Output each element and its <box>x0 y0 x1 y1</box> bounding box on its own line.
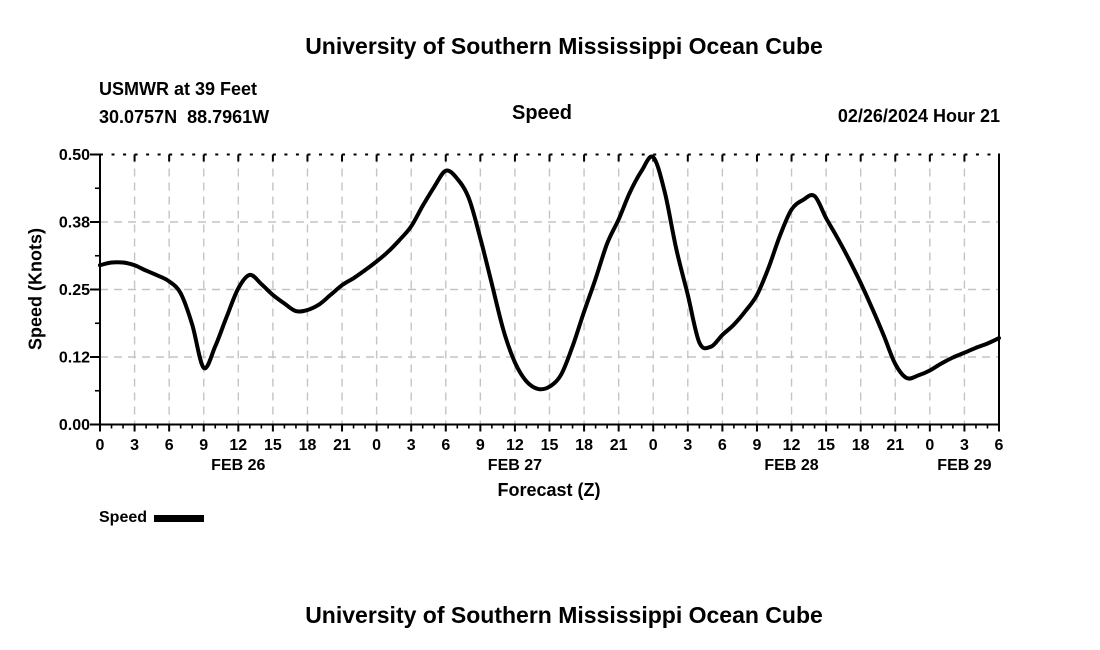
x-tick-label: 6 <box>718 437 727 454</box>
chart-title: Speed <box>511 102 573 124</box>
x-tick-label: 0 <box>925 437 934 454</box>
station-label: USMWR at 39 Feet <box>99 79 258 99</box>
day-label: FEB 29 <box>937 457 991 474</box>
x-tick-label: 3 <box>683 437 692 454</box>
x-tick-label: 21 <box>886 437 904 454</box>
forecast-datetime-label: 02/26/2024 Hour 21 <box>837 106 1000 126</box>
y-tick-label: 0.12 <box>59 350 90 367</box>
chart-legend: Speed <box>99 509 205 527</box>
x-tick-label: 9 <box>476 437 485 454</box>
y-tick-label: 0.25 <box>59 282 90 299</box>
day-label: FEB 26 <box>211 457 265 474</box>
x-tick-label: 3 <box>960 437 969 454</box>
x-tick-label: 12 <box>506 437 524 454</box>
x-tick-label: 15 <box>264 437 282 454</box>
y-tick-label: 0.50 <box>59 147 90 164</box>
x-tick-label: 18 <box>575 437 593 454</box>
x-tick-label: 6 <box>441 437 450 454</box>
y-tick-label: 0.38 <box>59 215 90 232</box>
x-axis-title: Forecast (Z) <box>497 480 601 500</box>
x-tick-label: 12 <box>229 437 247 454</box>
day-label: FEB 28 <box>764 457 818 474</box>
speed-series-line <box>98 154 1001 392</box>
x-tick-label: 3 <box>407 437 416 454</box>
legend-label: Speed <box>99 509 148 526</box>
x-tick-label: 9 <box>753 437 762 454</box>
y-tick-label: 0.00 <box>59 417 90 434</box>
x-tick-label: 21 <box>610 437 628 454</box>
x-tick-label: 21 <box>333 437 351 454</box>
x-tick-label: 0 <box>372 437 381 454</box>
x-tick-label: 15 <box>817 437 835 454</box>
page-title: University of Southern Mississippi Ocean… <box>305 33 823 59</box>
x-tick-label: 0 <box>649 437 658 454</box>
legend-line-swatch <box>154 514 205 522</box>
coordinates-label: 30.0757N 88.7961W <box>99 107 270 127</box>
x-tick-label: 6 <box>995 437 1004 454</box>
x-tick-label: 18 <box>299 437 317 454</box>
x-tick-label: 0 <box>96 437 105 454</box>
x-tick-label: 3 <box>130 437 139 454</box>
x-tick-label: 12 <box>783 437 801 454</box>
x-tick-label: 6 <box>165 437 174 454</box>
x-tick-label: 18 <box>852 437 870 454</box>
x-tick-label: 9 <box>199 437 208 454</box>
footer-title: University of Southern Mississippi Ocean… <box>305 602 823 628</box>
x-tick-label: 15 <box>541 437 559 454</box>
day-label: FEB 27 <box>488 457 542 474</box>
